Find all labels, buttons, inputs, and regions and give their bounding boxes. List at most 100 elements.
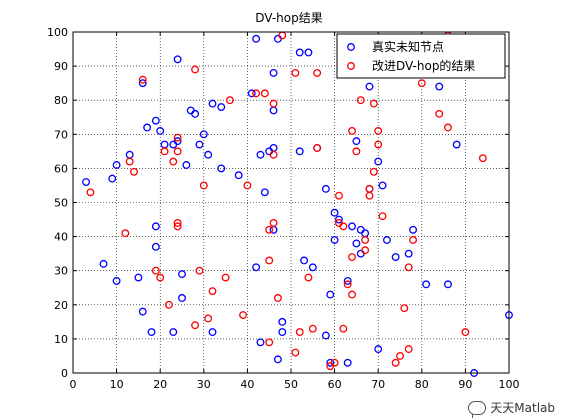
true-node-point — [391, 253, 400, 262]
true-node-point — [409, 225, 418, 234]
x-tick-label: 0 — [70, 378, 77, 391]
estimated-node-point — [339, 222, 348, 231]
true-node-point — [326, 290, 335, 299]
estimated-node-point — [335, 191, 343, 200]
true-node-point — [252, 263, 261, 272]
true-node-point — [348, 222, 356, 231]
estimated-node-point — [361, 236, 370, 244]
true-node-point — [151, 116, 160, 125]
true-node-point — [156, 126, 165, 135]
estimated-node-point — [208, 287, 217, 296]
true-node-point — [204, 150, 213, 159]
estimated-node-point — [348, 126, 356, 135]
true-node-point — [326, 358, 335, 367]
y-tick-label: 100 — [47, 26, 68, 39]
true-node-point — [138, 307, 147, 316]
estimated-node-point — [369, 99, 378, 108]
true-node-point — [247, 89, 256, 98]
estimated-node-point — [295, 328, 304, 337]
true-node-point — [295, 48, 304, 57]
true-node-point — [335, 215, 343, 224]
true-node-point — [343, 276, 352, 285]
true-node-point — [273, 355, 282, 364]
y-tick-label: 20 — [54, 299, 68, 312]
estimated-node-point — [125, 157, 134, 166]
watermark: 天天Matlab — [468, 399, 555, 418]
y-tick-label: 30 — [54, 265, 68, 278]
estimated-node-point — [260, 89, 269, 98]
true-node-point — [173, 55, 182, 64]
estimated-node-point — [265, 256, 274, 265]
estimated-node-point — [444, 123, 452, 132]
data-points — [82, 31, 513, 377]
true-node-point — [422, 280, 431, 289]
legend-box — [336, 33, 506, 79]
true-node-point — [169, 328, 178, 337]
true-node-point — [195, 140, 204, 149]
estimated-node-point — [343, 280, 352, 289]
true-node-point — [108, 174, 117, 183]
estimated-node-point — [265, 338, 274, 347]
estimated-node-point — [269, 99, 278, 108]
estimated-node-point — [252, 89, 261, 98]
true-node-point — [208, 328, 217, 337]
x-tick-label: 50 — [284, 378, 298, 391]
estimated-node-point — [339, 324, 348, 333]
true-node-point — [252, 34, 261, 43]
axis-ticks: 0 10 20 30 40 50 60 70 80 90 100 0 10 20 30 40 50 60 70 80 9… — [47, 26, 520, 391]
y-tick-label: 70 — [54, 128, 68, 141]
estimated-node-point — [164, 300, 173, 309]
true-node-point — [138, 79, 147, 88]
estimated-node-point — [435, 109, 444, 118]
estimated-node-point — [239, 311, 247, 319]
true-node-point — [374, 345, 383, 354]
estimated-node-point — [273, 294, 282, 302]
estimated-node-point — [330, 358, 339, 367]
estimated-node-point — [226, 96, 234, 105]
estimated-node-point — [291, 348, 300, 357]
true-node-point — [199, 130, 208, 139]
estimated-node-point — [195, 266, 204, 275]
estimated-node-point — [417, 79, 426, 88]
true-node-point — [191, 109, 200, 118]
estimated-node-point — [86, 188, 95, 197]
legend-label: 真实未知节点 — [372, 39, 444, 54]
true-node-point — [182, 161, 191, 169]
estimated-node-point — [313, 68, 322, 77]
legend-label: 改进DV-hop的结果 — [372, 58, 475, 73]
true-node-point — [300, 256, 309, 265]
true-node-point — [304, 48, 313, 57]
estimated-node-point — [396, 352, 404, 360]
y-tick-label: 80 — [54, 94, 68, 107]
true-node-point — [382, 236, 391, 244]
true-node-point — [256, 150, 265, 159]
estimated-node-point — [221, 273, 230, 282]
chat-bubble-icon — [468, 400, 487, 418]
true-node-point — [295, 147, 304, 156]
true-node-point — [143, 123, 152, 132]
estimated-node-point — [304, 273, 313, 282]
estimated-node-point — [269, 219, 278, 227]
true-node-point — [134, 273, 143, 282]
true-node-point — [112, 161, 121, 169]
true-node-point — [321, 331, 330, 340]
true-node-point — [365, 82, 374, 91]
true-node-point — [404, 249, 413, 258]
estimated-node-point — [204, 314, 213, 323]
x-tick-label: 20 — [153, 378, 167, 391]
estimated-node-point — [243, 181, 252, 190]
estimated-node-point — [404, 345, 413, 354]
true-node-point — [330, 208, 339, 217]
legend-marker — [347, 43, 355, 51]
estimated-node-point — [461, 328, 470, 337]
true-node-point — [278, 328, 287, 337]
true-node-point — [173, 137, 182, 146]
true-node-point — [444, 280, 452, 289]
x-tick-label: 100 — [499, 378, 520, 391]
true-node-point — [269, 68, 278, 77]
estimated-node-point — [356, 96, 365, 105]
x-tick-label: 60 — [328, 378, 342, 391]
estimated-node-point — [348, 253, 356, 262]
estimated-node-point — [151, 266, 160, 275]
